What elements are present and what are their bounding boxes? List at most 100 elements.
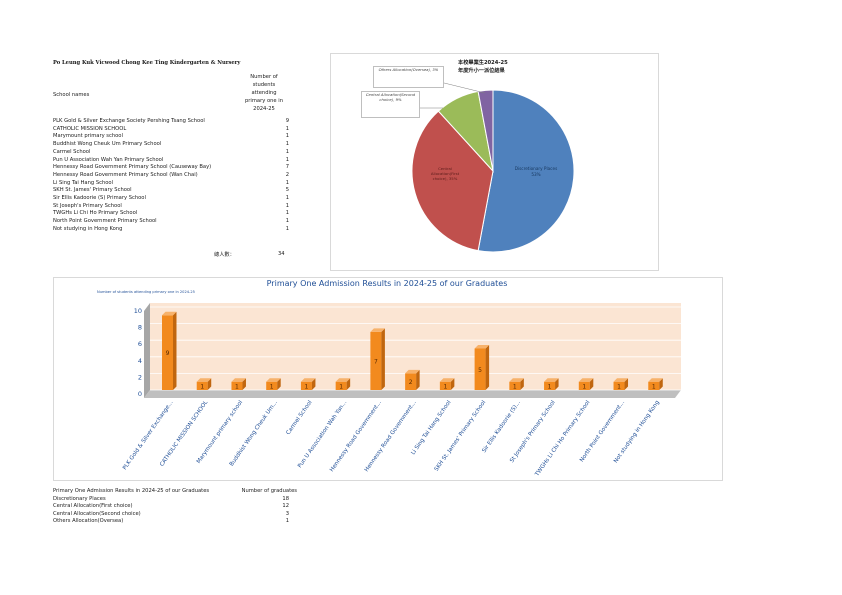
summary-category: Central Allocation(Second choice) [53, 510, 141, 517]
school-name: Carmel School [53, 148, 91, 155]
student-count: 1 [285, 210, 289, 217]
pie-chart-title: 本校畢業生2024-25 年度升小一派位結果 [458, 59, 508, 75]
bar [196, 378, 212, 390]
bar-data-label: 1 [200, 383, 204, 390]
bar-data-label: 9 [166, 350, 170, 357]
summary-category: Discretionary Places [53, 495, 106, 502]
bar-data-label: 1 [235, 383, 239, 390]
student-count: 1 [285, 195, 289, 201]
school-row: Buddhist Wong Cheuk Um Primary School 1 [53, 141, 289, 149]
summary-row: Discretionary Places 18 [53, 496, 289, 504]
summary-row: Others Allocation(Oversea) 1 [53, 518, 289, 526]
bar-data-label: 1 [305, 383, 309, 390]
school-name: Marymount primary school [53, 133, 123, 140]
bar [300, 378, 316, 390]
school-row: St Joseph's Primary School 1 [53, 203, 289, 211]
summary-count: 3 [285, 510, 289, 517]
student-count: 1 [285, 148, 289, 155]
count-column-header: Number of students attending primary one… [245, 74, 283, 112]
school-name: Sir Ellis Kadoorie (S) Primary School [53, 195, 146, 201]
bar [335, 378, 351, 390]
bar-data-label: 1 [270, 383, 274, 390]
pie-slice-first-choice [411, 110, 494, 252]
bar-data-label: 5 [478, 367, 482, 374]
bar [370, 328, 385, 390]
summary-count: Number of graduates [241, 488, 297, 494]
bar [648, 378, 663, 390]
callout-second-text: Central Allocation(Second choice), 9% [365, 92, 416, 102]
school-row: Carmel School 1 [53, 149, 289, 157]
summary-row: Central Allocation(Second choice) 3 [53, 511, 289, 519]
student-count: 7 [285, 164, 289, 171]
summary-category: Central Allocation(First choice) [53, 503, 133, 510]
bar-data-label: 1 [513, 383, 517, 390]
student-count: 1 [285, 156, 289, 163]
summary-header: Primary One Admission Results in 2024-25… [53, 488, 297, 496]
pie-label-discretionary: Discretionary Places 53% [515, 166, 558, 177]
school-name: PLK Gold & Silver Exchange Society Persh… [53, 118, 205, 124]
bar [578, 378, 594, 390]
bar-floor [144, 390, 681, 398]
y-tick-label: 6 [138, 340, 142, 348]
school-name: Li Sing Tai Hang School [53, 179, 114, 186]
school-name: Hennessy Road Government Primary School … [53, 171, 198, 178]
y-tick-label: 10 [134, 307, 142, 315]
bar [439, 378, 455, 390]
x-category-label: Sir Ellis Kadoorie (S)… [481, 400, 522, 454]
school-row: Li Sing Tai Hang School 1 [53, 180, 289, 188]
student-count: 1 [285, 125, 289, 132]
summary-count: 1 [285, 518, 289, 525]
bar-data-label: 1 [652, 383, 656, 390]
school-row: Pun U Association Wah Yan Primary School… [53, 157, 289, 165]
bar [613, 378, 629, 390]
bar [474, 345, 490, 390]
student-count: 1 [285, 133, 289, 140]
bar-side-wall [144, 303, 150, 398]
pie-label-first-choice: Central Allocation(First choice), 35% [431, 166, 460, 181]
bar [509, 378, 524, 390]
summary-count: 18 [282, 495, 289, 502]
school-name: CATHOLIC MISSION SCHOOL [53, 125, 127, 132]
student-count: 2 [285, 171, 289, 178]
school-row: PLK Gold & Silver Exchange Society Persh… [53, 118, 289, 126]
summary-count: 12 [282, 503, 289, 510]
callout-second-choice: Central Allocation(Second choice), 9% [361, 91, 420, 118]
bar-series-label: Number of students attending primary one… [97, 290, 195, 294]
bar-data-label: 2 [409, 379, 413, 386]
pie-title-line1: 本校畢業生2024-25 [458, 60, 508, 66]
bar-data-label: 1 [617, 383, 621, 390]
callout-others: Others Allocation(Oversea), 3% [373, 66, 444, 88]
callout-others-text: Others Allocation(Oversea), 3% [378, 67, 439, 72]
bar [266, 378, 281, 390]
student-count: 1 [285, 218, 289, 225]
school-title: Po Leung Kuk Vicwood Chong Kee Ting Kind… [53, 60, 241, 66]
school-name: Buddhist Wong Cheuk Um Primary School [53, 141, 162, 148]
student-count: 5 [285, 187, 289, 194]
school-row: North Point Government Primary School 1 [53, 218, 289, 226]
summary-row: Central Allocation(First choice) 12 [53, 503, 289, 511]
student-count: 1 [285, 202, 289, 209]
school-name: SKH St. James' Primary School [53, 187, 132, 194]
total-value: 34 [278, 251, 285, 257]
bar [544, 378, 559, 390]
student-count: 1 [285, 225, 289, 232]
y-tick-label: 8 [138, 324, 142, 332]
bar [162, 311, 177, 390]
summary-category: Primary One Admission Results in 2024-25… [53, 488, 210, 494]
pie-title-line2: 年度升小一派位結果 [458, 68, 505, 74]
school-row: SKH St. James' Primary School 5 [53, 187, 289, 195]
student-count: 1 [285, 179, 289, 186]
school-row: TWGHs Li Chi Ho Primary School 1 [53, 210, 289, 218]
student-count: 9 [285, 118, 289, 124]
bar-data-label: 7 [374, 358, 378, 365]
school-name: Not studying in Hong Kong [53, 225, 123, 232]
school-row: CATHOLIC MISSION SCHOOL 1 [53, 126, 289, 134]
bar-data-label: 1 [582, 383, 586, 390]
pie-chart: Central Allocation(First choice), 35% Disc… [411, 81, 575, 253]
bar-chart-title: Primary One Admission Results in 2024-25… [266, 279, 508, 288]
bar [405, 369, 420, 390]
y-tick-label: 0 [138, 390, 142, 398]
x-category-label: Carmel School [286, 399, 314, 436]
school-row: Not studying in Hong Kong 1 [53, 226, 289, 234]
